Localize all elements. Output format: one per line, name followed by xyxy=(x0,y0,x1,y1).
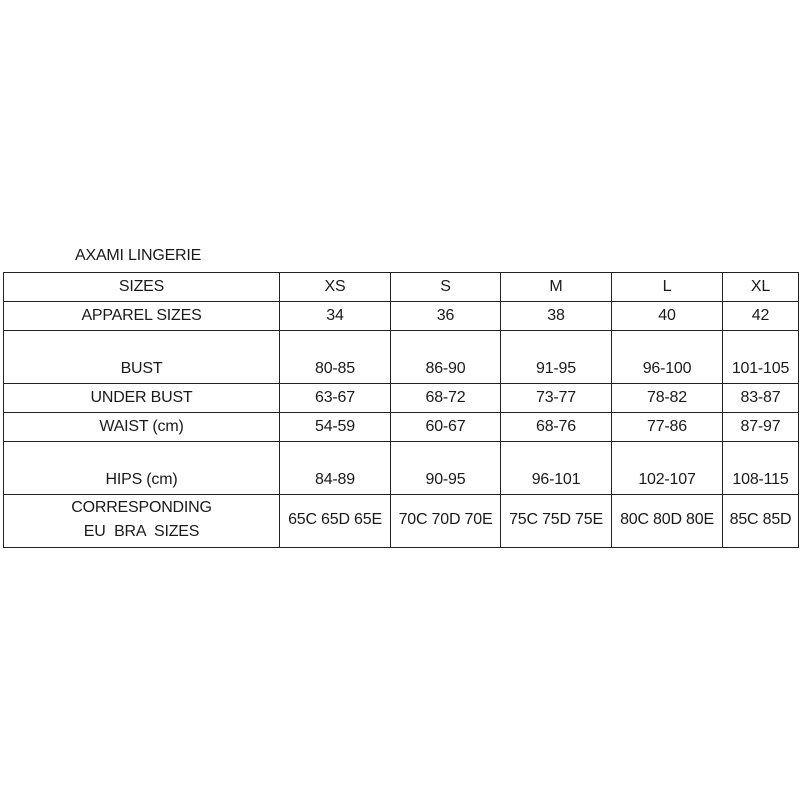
header-row: SIZES XS S M L XL xyxy=(3,272,799,302)
value-cell: 38 xyxy=(500,301,612,331)
header-size-cell: S xyxy=(390,272,501,302)
row-label-cell: HIPS (cm) xyxy=(3,441,280,495)
value-cell: 80-85 xyxy=(279,330,391,384)
value-cell: 36 xyxy=(390,301,501,331)
value-cell: 87-97 xyxy=(722,412,799,442)
table-row: HIPS (cm) 84-89 90-95 96-101 102-107 108-115 xyxy=(3,441,799,495)
size-chart-table: SIZES XS S M L XL APPAREL SIZES 34 36 38 40 42 BUST 8… xyxy=(3,272,799,548)
value-cell: 90-95 xyxy=(390,441,501,495)
chart-title: AXAMI LINGERIE xyxy=(75,247,202,264)
value-cell: 91-95 xyxy=(500,330,612,384)
row-label-cell: WAIST (cm) xyxy=(3,412,280,442)
value-cell: 80C 80D 80E xyxy=(611,494,723,548)
value-cell: 84-89 xyxy=(279,441,391,495)
value-cell: 85C 85D xyxy=(722,494,799,548)
value-cell: 40 xyxy=(611,301,723,331)
value-cell: 96-101 xyxy=(500,441,612,495)
header-size-cell: M xyxy=(500,272,612,302)
row-label-cell: APPAREL SIZES xyxy=(3,301,280,331)
value-cell: 68-72 xyxy=(390,383,501,413)
value-cell: 60-67 xyxy=(390,412,501,442)
value-cell: 73-77 xyxy=(500,383,612,413)
table-row: APPAREL SIZES 34 36 38 40 42 xyxy=(3,301,799,331)
value-cell: 77-86 xyxy=(611,412,723,442)
row-label-cell: CORRESPONDING EU BRA SIZES xyxy=(3,494,280,548)
value-cell: 102-107 xyxy=(611,441,723,495)
table-row: CORRESPONDING EU BRA SIZES 65C 65D 65E 70C… xyxy=(3,494,799,548)
value-cell: 68-76 xyxy=(500,412,612,442)
value-cell: 65C 65D 65E xyxy=(279,494,391,548)
table-row: BUST 80-85 86-90 91-95 96-100 101-105 xyxy=(3,330,799,384)
header-size-cell: L xyxy=(611,272,723,302)
row-label-cell: UNDER BUST xyxy=(3,383,280,413)
header-size-cell: XS xyxy=(279,272,391,302)
value-cell: 75C 75D 75E xyxy=(500,494,612,548)
value-cell: 78-82 xyxy=(611,383,723,413)
value-cell: 96-100 xyxy=(611,330,723,384)
row-label-cell: BUST xyxy=(3,330,280,384)
value-cell: 42 xyxy=(722,301,799,331)
value-cell: 70C 70D 70E xyxy=(390,494,501,548)
table-row: WAIST (cm) 54-59 60-67 68-76 77-86 87-97 xyxy=(3,412,799,442)
header-size-cell: XL xyxy=(722,272,799,302)
value-cell: 83-87 xyxy=(722,383,799,413)
value-cell: 101-105 xyxy=(722,330,799,384)
value-cell: 63-67 xyxy=(279,383,391,413)
value-cell: 108-115 xyxy=(722,441,799,495)
value-cell: 54-59 xyxy=(279,412,391,442)
table-row: UNDER BUST 63-67 68-72 73-77 78-82 83-87 xyxy=(3,383,799,413)
value-cell: 34 xyxy=(279,301,391,331)
header-label-cell: SIZES xyxy=(3,272,280,302)
value-cell: 86-90 xyxy=(390,330,501,384)
